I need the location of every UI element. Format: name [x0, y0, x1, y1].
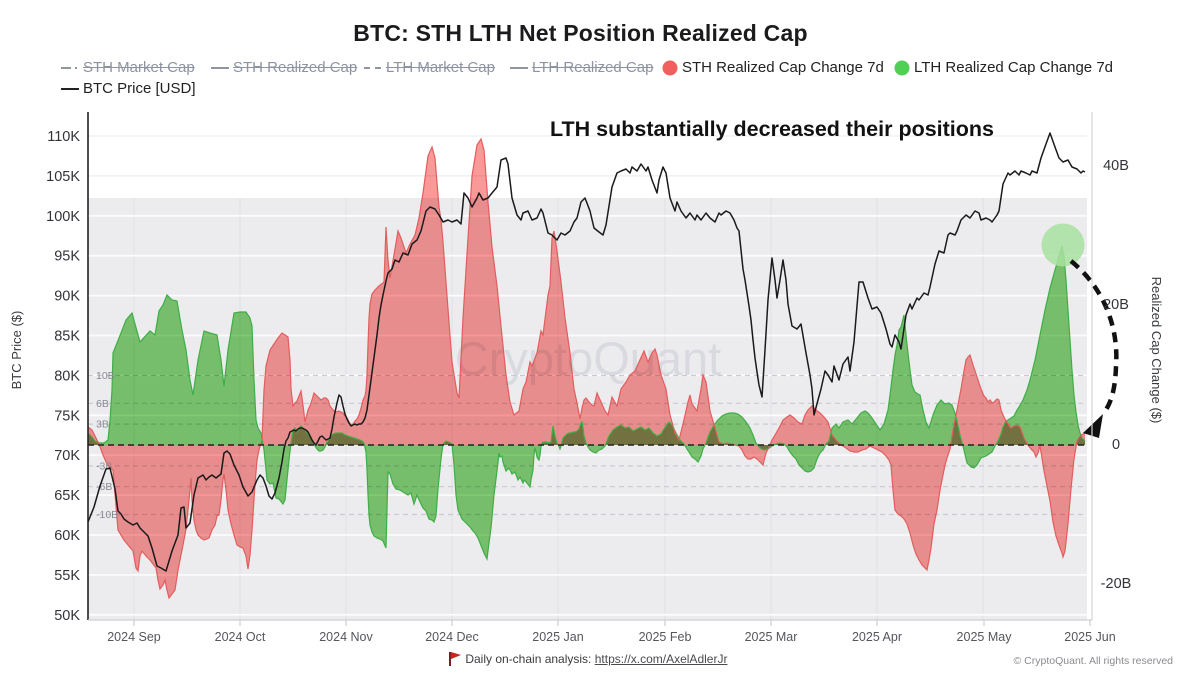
svg-text:-20B: -20B — [1101, 576, 1132, 592]
svg-text:75K: 75K — [54, 408, 80, 424]
svg-text:65K: 65K — [54, 488, 80, 504]
svg-text:2024 Oct: 2024 Oct — [215, 630, 266, 644]
svg-text:-3B: -3B — [96, 460, 112, 472]
svg-text:2025 Feb: 2025 Feb — [639, 630, 692, 644]
svg-text:0: 0 — [1112, 437, 1120, 453]
svg-text:110K: 110K — [47, 129, 80, 145]
svg-text:50K: 50K — [54, 608, 80, 624]
svg-text:60K: 60K — [54, 528, 80, 544]
svg-text:85K: 85K — [54, 329, 80, 345]
svg-text:3B: 3B — [96, 419, 109, 431]
svg-text:70K: 70K — [54, 448, 80, 464]
svg-text:10B: 10B — [96, 370, 115, 382]
svg-text:2025 May: 2025 May — [957, 630, 1013, 644]
svg-text:6B: 6B — [96, 398, 109, 410]
svg-text:2025 Apr: 2025 Apr — [852, 630, 902, 644]
svg-text:95K: 95K — [54, 249, 80, 265]
svg-text:2025 Jan: 2025 Jan — [532, 630, 583, 644]
svg-text:LTH substantially decreased th: LTH substantially decreased their positi… — [550, 117, 994, 141]
svg-text:105K: 105K — [46, 169, 80, 185]
svg-text:-10B: -10B — [96, 509, 118, 521]
svg-text:2024 Dec: 2024 Dec — [425, 630, 479, 644]
svg-text:BTC Price ($): BTC Price ($) — [9, 311, 24, 390]
svg-text:Realized Cap Change ($): Realized Cap Change ($) — [1149, 277, 1164, 424]
svg-text:55K: 55K — [54, 568, 80, 584]
svg-text:80K: 80K — [54, 368, 80, 384]
svg-text:2025 Mar: 2025 Mar — [745, 630, 798, 644]
svg-text:2025 Jun: 2025 Jun — [1064, 630, 1115, 644]
svg-text:40B: 40B — [1103, 158, 1129, 174]
svg-text:2024 Nov: 2024 Nov — [319, 630, 373, 644]
svg-text:90K: 90K — [54, 289, 80, 305]
svg-text:2024 Sep: 2024 Sep — [107, 630, 161, 644]
svg-text:100K: 100K — [46, 209, 80, 225]
svg-text:20B: 20B — [1103, 297, 1129, 313]
